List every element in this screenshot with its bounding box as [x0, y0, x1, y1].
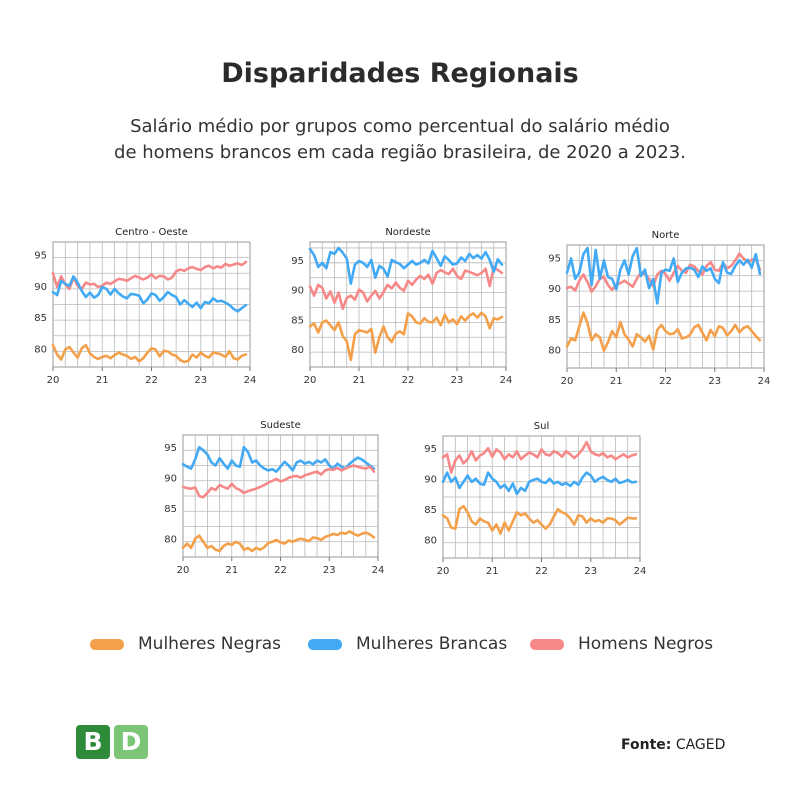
legend-swatch-mulheres-brancas: [308, 638, 342, 650]
y-tick-label: 95: [164, 443, 177, 454]
x-tick-label: 21: [96, 375, 109, 386]
y-tick-label: 80: [164, 535, 177, 546]
legend-swatch-homens-negros: [530, 638, 564, 650]
x-tick-label: 22: [535, 566, 548, 577]
x-tick-label: 23: [451, 375, 464, 386]
y-tick-label: 90: [291, 286, 304, 297]
series-line-mulheres-brancas-nordeste: [308, 246, 504, 286]
x-tick-label: 24: [758, 376, 771, 387]
x-tick-label: 20: [437, 566, 450, 577]
x-tick-label: 24: [634, 566, 647, 577]
y-tick-label: 90: [34, 282, 47, 293]
y-tick-label: 80: [34, 344, 47, 355]
y-tick-label: 85: [548, 315, 561, 326]
x-tick-label: 23: [194, 375, 207, 386]
x-tick-label: 20: [304, 375, 317, 386]
series-line-mulheres-negras-nordeste: [308, 311, 504, 362]
legend-swatch-mulheres-negras: [90, 638, 124, 650]
y-tick-label: 90: [548, 284, 561, 295]
x-tick-label: 22: [145, 375, 158, 386]
series-line-mulheres-negras-norte: [565, 311, 762, 353]
x-tick-label: 21: [610, 376, 623, 387]
series-line-mulheres-brancas-sul: [441, 471, 638, 496]
legend-label: Homens Negros: [578, 634, 714, 654]
y-tick-label: 85: [34, 313, 47, 324]
y-tick-label: 90: [424, 475, 437, 486]
chart-title-sul: Sul: [534, 421, 549, 432]
x-tick-label: 24: [372, 565, 385, 576]
y-tick-label: 95: [548, 253, 561, 264]
x-tick-label: 20: [561, 376, 574, 387]
series-line-homens-negros-nordeste: [308, 265, 504, 311]
legend-item-mulheres-negras: Mulheres Negras: [90, 634, 281, 654]
subtitle-line-2: de homens brancos em cada região brasile…: [114, 142, 686, 163]
y-tick-label: 80: [548, 346, 561, 357]
x-tick-label: 23: [584, 566, 597, 577]
chart-legend: Mulheres Negras Mulheres Brancas Homens …: [0, 634, 800, 658]
source-note: Fonte: CAGED: [621, 737, 725, 753]
x-tick-label: 22: [659, 376, 672, 387]
source-value: CAGED: [675, 737, 726, 753]
chart-title-nordeste: Nordeste: [385, 227, 430, 238]
series-line-mulheres-negras-sudeste: [181, 530, 376, 553]
chart-title-sudeste: Sudeste: [260, 420, 300, 431]
y-tick-label: 80: [291, 345, 304, 356]
series-line-mulheres-negras-centro-oeste: [51, 343, 248, 364]
series-line-homens-negros-sul: [441, 440, 638, 474]
x-tick-label: 21: [225, 565, 238, 576]
page-subtitle: Salário médio por grupos como percentual…: [100, 114, 700, 166]
y-tick-label: 95: [34, 251, 47, 262]
series-line-mulheres-brancas-norte: [565, 246, 762, 305]
logo-letter-b: B: [76, 725, 110, 759]
page-title: Disparidades Regionais: [221, 58, 579, 89]
x-tick-label: 20: [177, 565, 190, 576]
subtitle-line-1: Salário médio por grupos como percentual…: [130, 116, 670, 137]
y-tick-label: 85: [164, 504, 177, 515]
y-tick-label: 80: [424, 536, 437, 547]
x-tick-label: 22: [274, 565, 287, 576]
legend-label: Mulheres Negras: [138, 634, 281, 654]
logo-letter-d: D: [114, 725, 148, 759]
x-tick-label: 20: [47, 375, 60, 386]
x-tick-label: 24: [244, 375, 257, 386]
series-line-mulheres-brancas-centro-oeste: [51, 275, 248, 313]
x-tick-label: 22: [402, 375, 415, 386]
series-line-homens-negros-centro-oeste: [51, 260, 248, 291]
legend-item-homens-negros: Homens Negros: [530, 634, 713, 654]
y-tick-label: 85: [291, 315, 304, 326]
x-tick-label: 21: [486, 566, 499, 577]
chart-title-centro-oeste: Centro - Oeste: [115, 227, 188, 238]
source-label: Fonte:: [621, 737, 672, 753]
series-line-mulheres-brancas-sudeste: [181, 445, 376, 473]
series-line-mulheres-negras-sul: [441, 504, 638, 535]
chart-title-norte: Norte: [652, 230, 680, 241]
y-tick-label: 90: [164, 474, 177, 485]
legend-label: Mulheres Brancas: [356, 634, 508, 654]
series-line-homens-negros-sudeste: [181, 464, 376, 499]
x-tick-label: 23: [323, 565, 336, 576]
x-tick-label: 21: [353, 375, 366, 386]
y-tick-label: 95: [424, 444, 437, 455]
y-tick-label: 85: [424, 505, 437, 516]
legend-item-mulheres-brancas: Mulheres Brancas: [308, 634, 507, 654]
x-tick-label: 24: [500, 375, 513, 386]
y-tick-label: 95: [291, 256, 304, 267]
x-tick-label: 23: [708, 376, 721, 387]
